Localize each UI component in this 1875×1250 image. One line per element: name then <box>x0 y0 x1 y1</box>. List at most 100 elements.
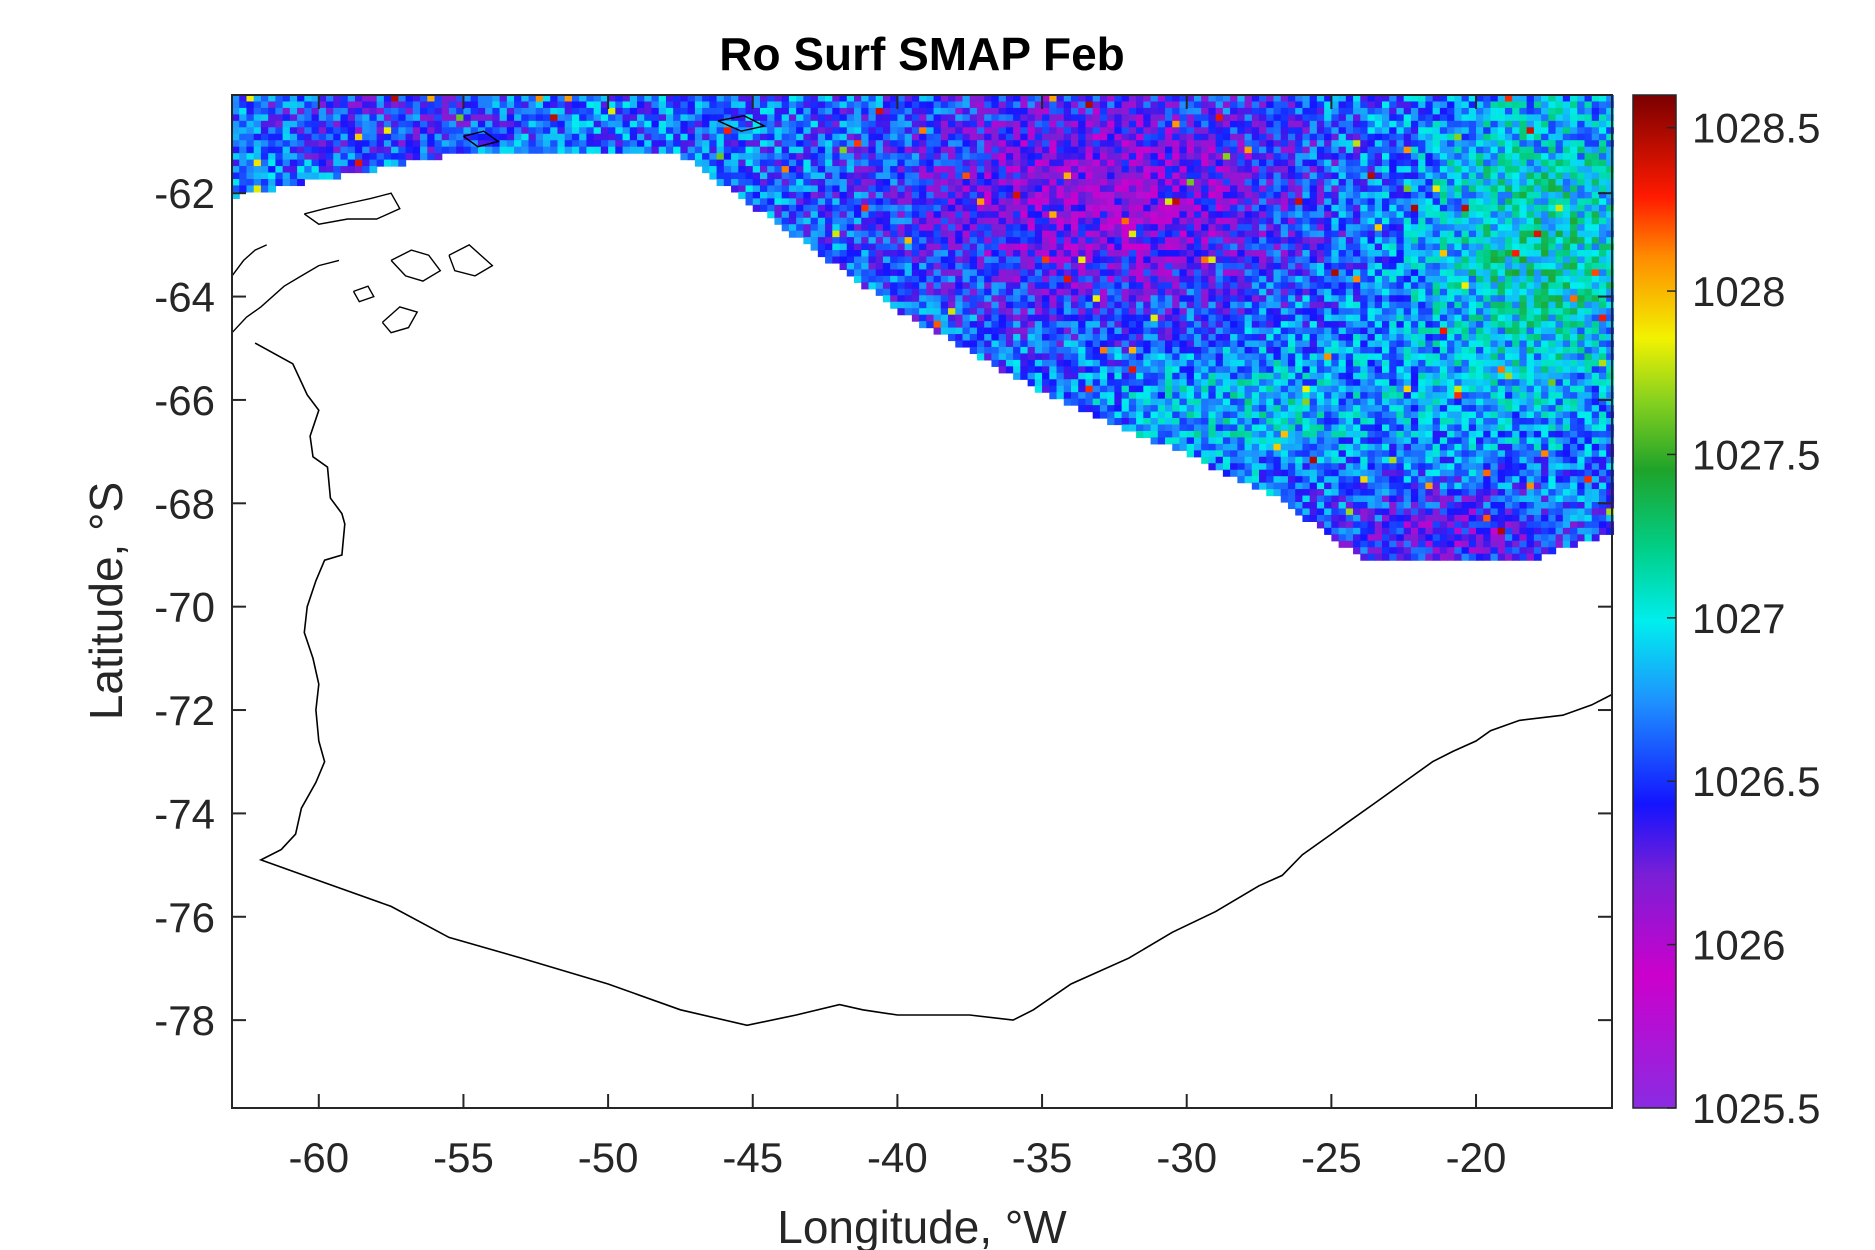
heatmap-cell <box>976 107 985 115</box>
heatmap-cell <box>1389 482 1398 490</box>
heatmap-cell <box>998 120 1007 128</box>
heatmap-cell <box>1338 269 1347 277</box>
heatmap-cell <box>1193 385 1202 393</box>
heatmap-cell <box>673 127 682 135</box>
heatmap-cell <box>1360 527 1369 535</box>
heatmap-cell <box>919 288 927 296</box>
heatmap-cell <box>427 114 436 122</box>
heatmap-cell <box>861 198 870 206</box>
heatmap-cell <box>1020 334 1029 342</box>
heatmap-cell <box>1345 224 1354 232</box>
heatmap-cell <box>1027 172 1036 180</box>
heatmap-cell <box>774 172 783 180</box>
heatmap-cell <box>1280 211 1289 219</box>
heatmap-cell <box>868 153 877 161</box>
heatmap-cell <box>1331 185 1340 193</box>
heatmap-cell <box>1295 327 1304 335</box>
heatmap-cell <box>1208 430 1217 438</box>
heatmap-cell <box>1331 372 1340 380</box>
heatmap-cell <box>1237 314 1246 322</box>
heatmap-cell <box>882 178 891 187</box>
heatmap-cell <box>911 95 920 103</box>
heatmap-cell <box>1360 243 1369 251</box>
heatmap-cell <box>774 217 783 225</box>
heatmap-cell <box>1056 101 1065 109</box>
heatmap-cell <box>1309 334 1318 342</box>
heatmap-cell <box>911 153 920 161</box>
heatmap-cell <box>1150 269 1159 277</box>
heatmap-cell <box>962 256 971 264</box>
heatmap-cell <box>1143 379 1152 387</box>
heatmap-cell <box>962 262 971 271</box>
heatmap-cell <box>289 120 298 128</box>
heatmap-cell <box>976 275 985 283</box>
heatmap-cell <box>948 230 956 238</box>
heatmap-cell <box>825 224 833 232</box>
heatmap-cell <box>398 95 407 103</box>
heatmap-cell <box>1078 211 1087 219</box>
heatmap-cell <box>1085 301 1094 309</box>
heatmap-cell <box>911 159 920 167</box>
heatmap-cell <box>1215 327 1224 335</box>
heatmap-cell <box>1215 172 1224 180</box>
heatmap-cell <box>340 166 349 174</box>
heatmap-cell <box>803 224 812 232</box>
heatmap-cell <box>477 133 486 141</box>
heatmap-cell <box>1049 95 1058 103</box>
heatmap-cell <box>1034 308 1043 316</box>
heatmap-cell <box>796 211 804 219</box>
heatmap-cell <box>1042 250 1050 258</box>
heatmap-cell <box>839 133 848 141</box>
heatmap-cell <box>1309 495 1318 503</box>
heatmap-cell <box>890 127 899 135</box>
heatmap-cell <box>1070 398 1079 406</box>
heatmap-cell <box>1114 334 1123 342</box>
heatmap-cell <box>890 250 899 258</box>
heatmap-cell <box>1244 463 1253 471</box>
heatmap-cell <box>1143 120 1152 128</box>
heatmap-cell <box>246 120 255 128</box>
heatmap-cell <box>969 295 978 303</box>
heatmap-cell <box>1316 405 1325 413</box>
heatmap-cell <box>825 178 833 187</box>
heatmap-cell <box>796 146 804 154</box>
heatmap-cell <box>246 140 255 148</box>
heatmap-cell <box>781 217 790 225</box>
heatmap-cell <box>1273 463 1282 471</box>
heatmap-cell <box>1165 314 1173 322</box>
heatmap-cell <box>1367 191 1376 199</box>
heatmap-cell <box>919 275 927 283</box>
heatmap-cell <box>1360 463 1369 471</box>
heatmap-cell <box>911 308 920 316</box>
heatmap-cell <box>1316 514 1325 522</box>
heatmap-cell <box>1099 237 1108 245</box>
heatmap-cell <box>1078 392 1087 400</box>
heatmap-cell <box>1280 172 1289 180</box>
heatmap-cell <box>1099 308 1108 316</box>
heatmap-cell <box>1049 295 1058 303</box>
heatmap-cell <box>1013 217 1021 225</box>
heatmap-cell <box>1107 398 1115 406</box>
heatmap-cell <box>1193 191 1202 199</box>
heatmap-cell <box>962 191 971 199</box>
heatmap-cell <box>1063 140 1072 148</box>
heatmap-cell <box>1107 366 1115 374</box>
heatmap-cell <box>275 146 284 154</box>
heatmap-cell <box>911 256 920 264</box>
heatmap-cell <box>1070 372 1079 380</box>
heatmap-cell <box>1201 282 1210 290</box>
heatmap-cell <box>955 166 964 174</box>
heatmap-cell <box>919 301 927 309</box>
heatmap-cell <box>1099 133 1108 141</box>
heatmap-cell <box>1107 224 1115 232</box>
heatmap-cell <box>687 120 696 128</box>
heatmap-cell <box>1309 178 1318 187</box>
heatmap-cell <box>326 120 334 128</box>
heatmap-cell <box>1201 204 1210 212</box>
heatmap-cell <box>969 250 978 258</box>
heatmap-cell <box>1324 495 1332 503</box>
heatmap-cell <box>1034 95 1043 103</box>
heatmap-cell <box>897 262 906 271</box>
heatmap-cell <box>767 211 776 219</box>
heatmap-cell <box>890 120 899 128</box>
